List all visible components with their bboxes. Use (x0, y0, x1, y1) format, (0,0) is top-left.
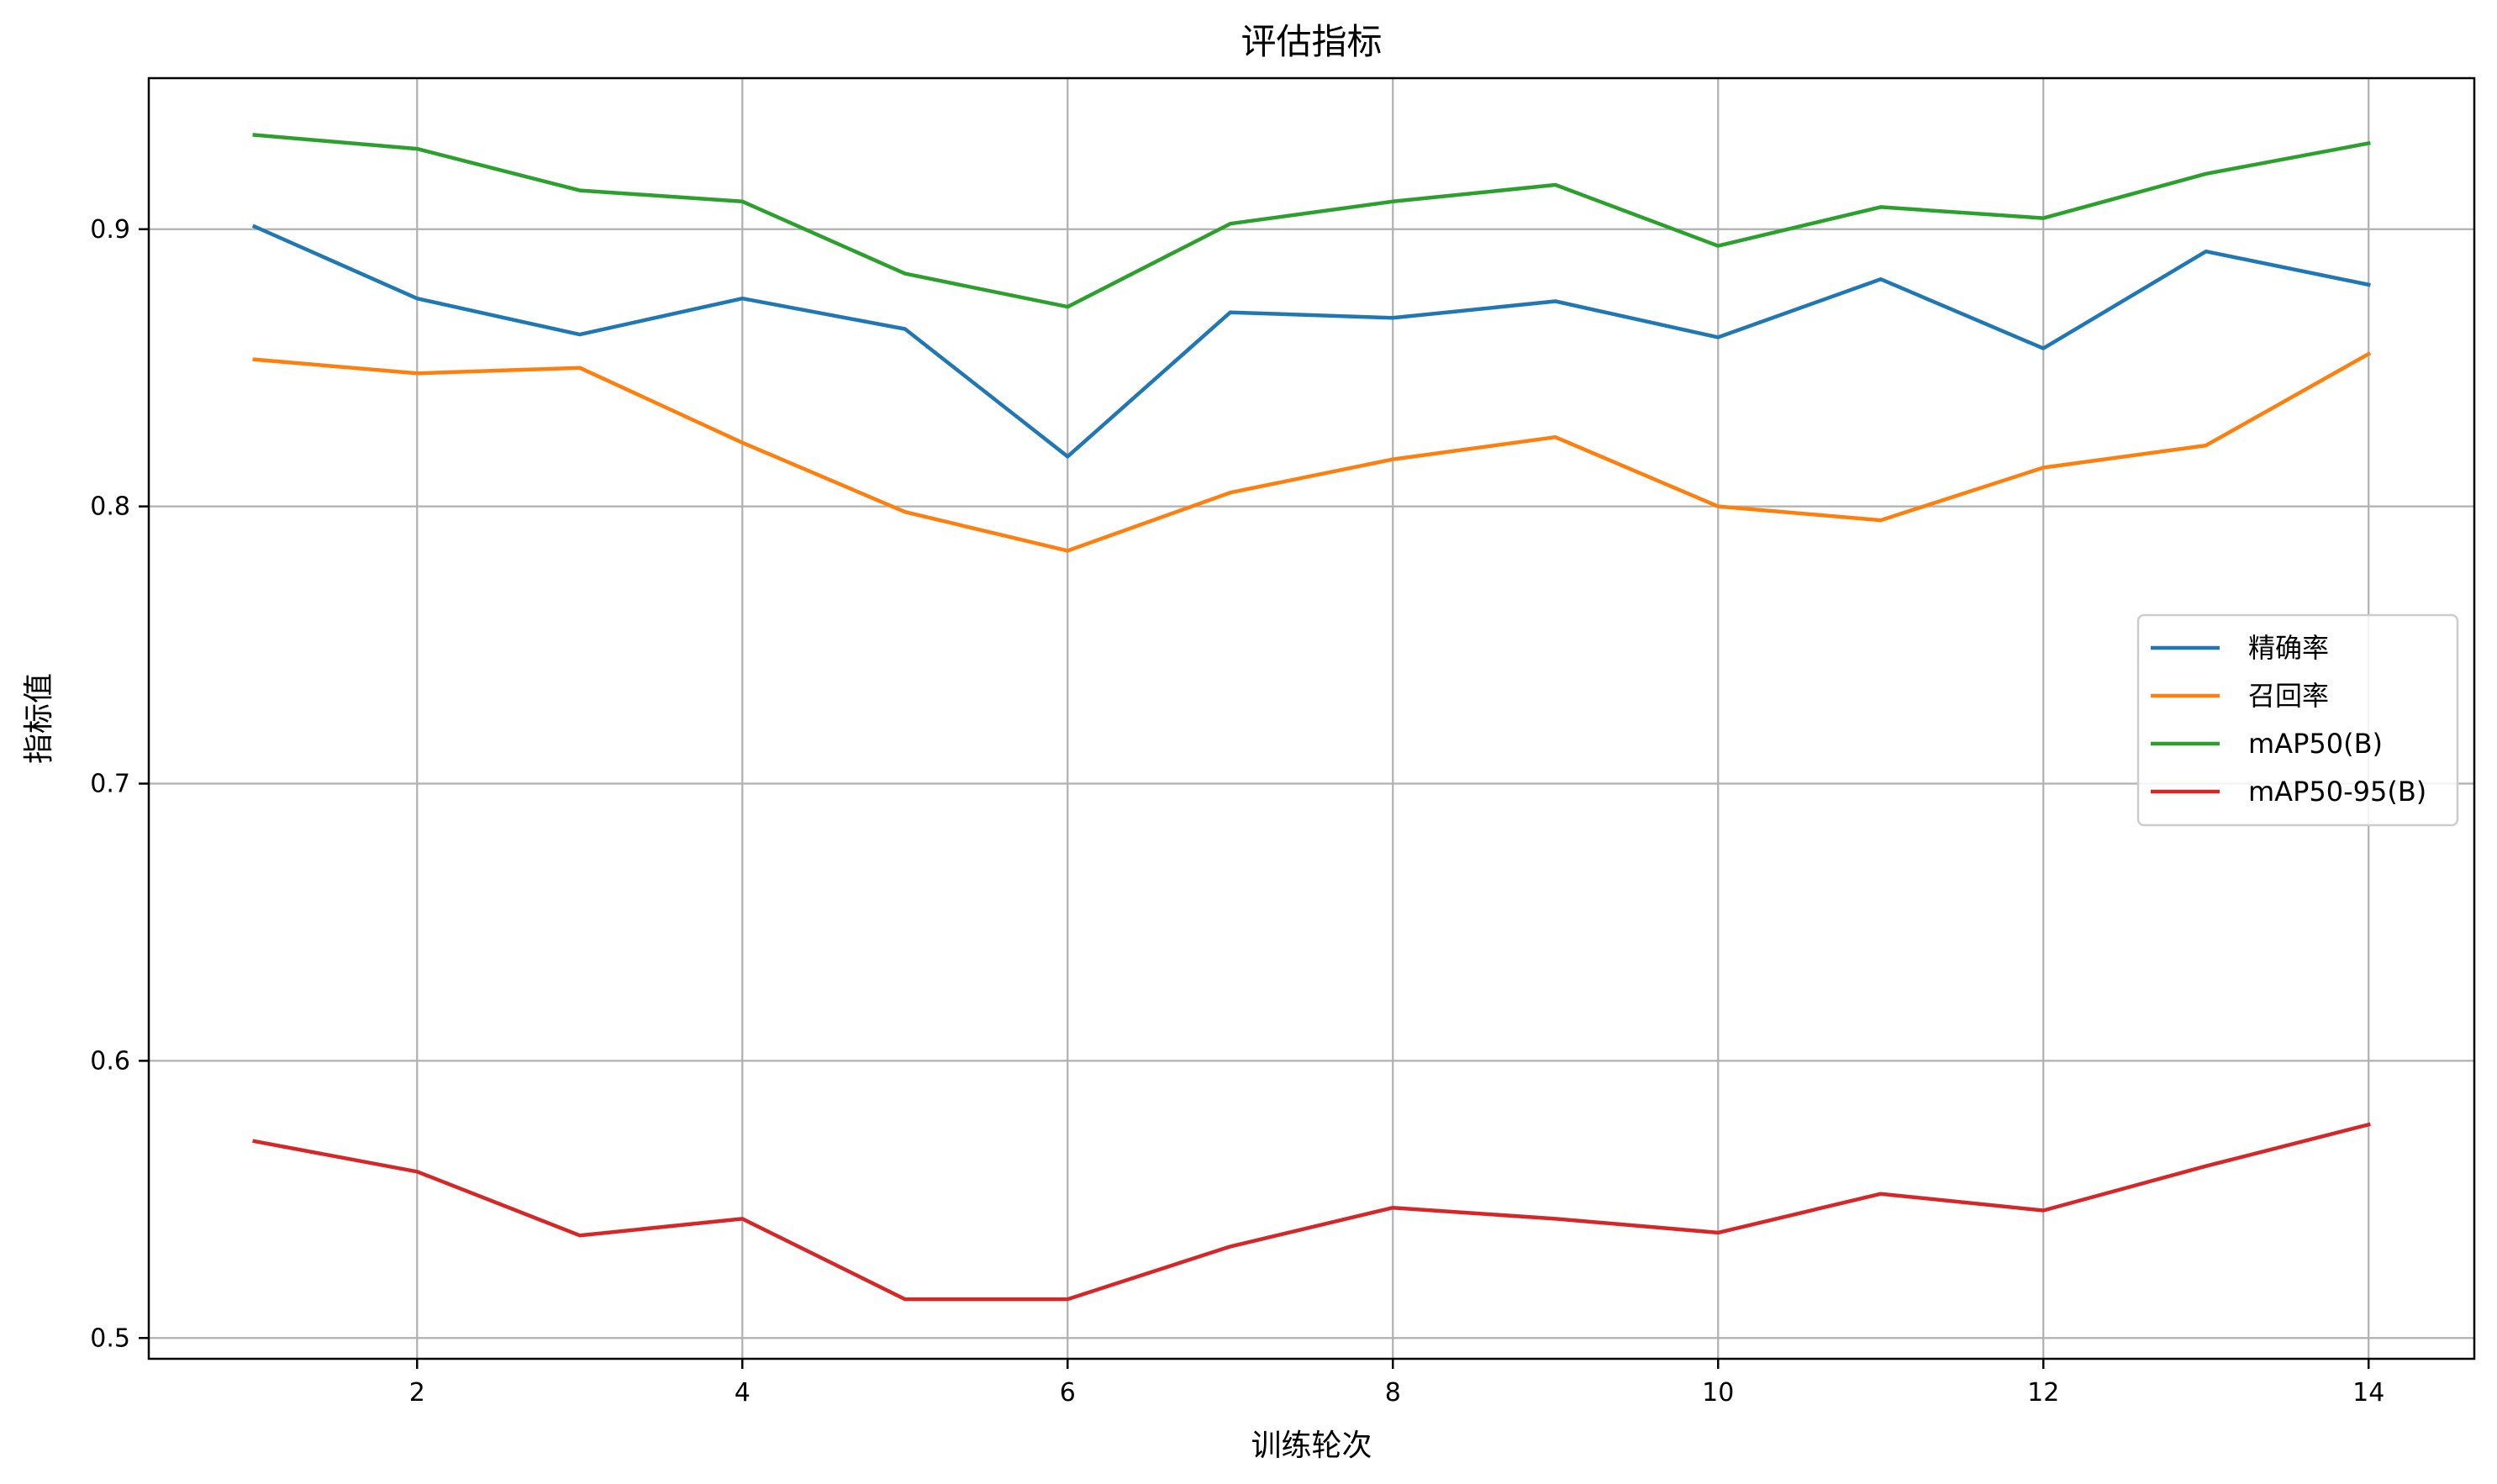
plot-area-frame (147, 76, 2476, 1360)
x-tick-label: 14 (2352, 1378, 2384, 1408)
legend-frame (2136, 613, 2459, 827)
legend-label-2: 召回率 (2248, 680, 2329, 712)
axis-ticks: 2 4 6 8 10 12 14 0.5 0.6 0.7 0.8 0.9 (90, 215, 2384, 1408)
y-tick-label: 0.7 (90, 770, 130, 799)
x-tick-label: 8 (1385, 1378, 1401, 1408)
y-tick-label: 0.8 (90, 492, 130, 522)
series-line-3 (252, 133, 2371, 309)
y-axis-title: 指标值 (22, 673, 56, 764)
x-tick-label: 12 (2027, 1378, 2059, 1408)
legend-label-1: 精确率 (2248, 632, 2329, 664)
chart-title: 评估指标 (1241, 21, 1382, 62)
x-axis-title: 训练轮次 (1251, 1429, 1372, 1463)
y-tick-label: 0.9 (90, 215, 130, 245)
x-tick-label: 4 (735, 1378, 751, 1408)
legend-label-3: mAP50(B) (2248, 728, 2383, 760)
y-tick-label: 0.6 (90, 1046, 130, 1076)
series-line-4 (252, 1122, 2371, 1302)
series-line-1 (251, 224, 2371, 459)
series-lines (251, 133, 2372, 1302)
legend-label-4: mAP50-95(B) (2248, 776, 2426, 808)
series-line-2 (252, 351, 2372, 553)
x-tick-label: 6 (1060, 1378, 1076, 1408)
grid (149, 78, 2474, 1359)
x-tick-label: 10 (1702, 1378, 1734, 1408)
x-tick-label: 2 (409, 1378, 425, 1408)
y-tick-label: 0.5 (90, 1323, 130, 1353)
